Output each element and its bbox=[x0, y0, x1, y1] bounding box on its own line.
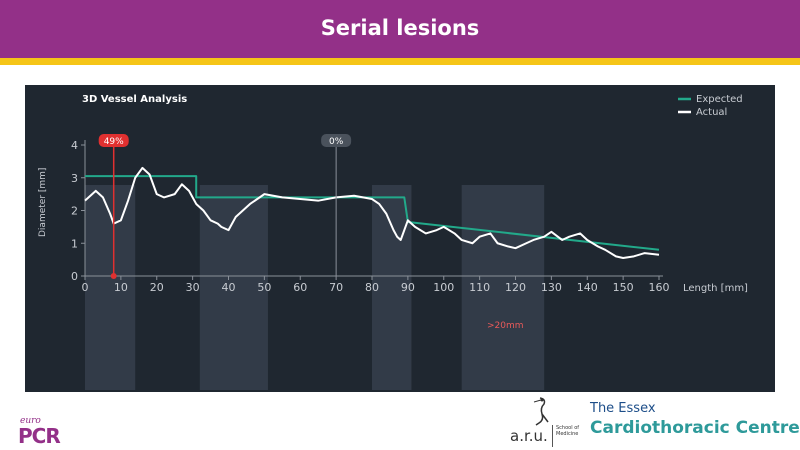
lesion-band bbox=[372, 185, 412, 390]
marker-label: 49% bbox=[104, 137, 124, 147]
lesion-band bbox=[85, 185, 136, 390]
x-tick-label: 0 bbox=[82, 281, 89, 294]
series-expected-line bbox=[85, 175, 660, 251]
aru-heron-icon bbox=[533, 397, 549, 426]
x-tick-label: 110 bbox=[469, 281, 490, 294]
europcr-logo-prefix: euro bbox=[20, 416, 41, 426]
slide-header: Serial lesions bbox=[0, 0, 800, 58]
x-tick-label: 10 bbox=[114, 281, 128, 294]
aru-school-text: School of Medicine bbox=[556, 425, 580, 437]
marker-badge bbox=[98, 134, 129, 147]
x-tick-label: 50 bbox=[257, 281, 271, 294]
x-tick-label: 130 bbox=[541, 281, 562, 294]
lesion-band bbox=[461, 185, 545, 390]
legend-actual-label: Actual bbox=[696, 107, 727, 118]
slide-title: Serial lesions bbox=[320, 16, 480, 40]
y-axis-label: Diameter [mm] bbox=[38, 168, 48, 237]
x-tick-label: 20 bbox=[150, 281, 164, 294]
x-tick-label: 120 bbox=[505, 281, 526, 294]
vessel-analysis-chart: 0 10 20 30 40 50 60 70 80 90 100 110 120 130 140 150 160… bbox=[38, 94, 748, 390]
aru-divider bbox=[552, 425, 553, 447]
y-tick-label: 1 bbox=[71, 237, 78, 250]
lesion-length-annotation: >20mm bbox=[487, 321, 524, 331]
x-tick-label: 30 bbox=[186, 281, 200, 294]
x-tick-label: 150 bbox=[613, 281, 634, 294]
y-tick-label: 3 bbox=[71, 172, 78, 185]
y-tick-label: 0 bbox=[71, 270, 78, 283]
marker-badge bbox=[321, 134, 352, 147]
europcr-logo: PCR bbox=[18, 424, 61, 448]
vessel-analysis-panel: 0 10 20 30 40 50 60 70 80 90 100 110 120 130 140 150 160… bbox=[25, 85, 775, 392]
essex-logo-line1: The Essex bbox=[590, 401, 656, 416]
x-axis-label: Length [mm] bbox=[683, 283, 748, 294]
x-tick-label: 80 bbox=[365, 281, 379, 294]
panel-title: 3D Vessel Analysis bbox=[82, 94, 187, 105]
x-tick-label: 140 bbox=[577, 281, 598, 294]
legend-expected-label: Expected bbox=[696, 94, 743, 105]
x-tick-label: 100 bbox=[433, 281, 454, 294]
x-tick-label: 40 bbox=[222, 281, 236, 294]
header-accent-stripe bbox=[0, 58, 800, 65]
series-actual-line bbox=[84, 166, 660, 259]
x-tick-label: 160 bbox=[649, 281, 670, 294]
essex-logo-line2: Cardiothoracic Centre bbox=[590, 418, 800, 438]
x-tick-label: 90 bbox=[401, 281, 415, 294]
aru-logo-text: a.r.u. bbox=[510, 427, 548, 445]
marker-label: 0% bbox=[329, 137, 344, 147]
marker-point bbox=[110, 273, 117, 279]
x-tick-label: 70 bbox=[329, 281, 343, 294]
x-tick-label: 60 bbox=[293, 281, 307, 294]
y-tick-label: 2 bbox=[71, 205, 78, 218]
y-tick-label: 4 bbox=[71, 139, 78, 152]
